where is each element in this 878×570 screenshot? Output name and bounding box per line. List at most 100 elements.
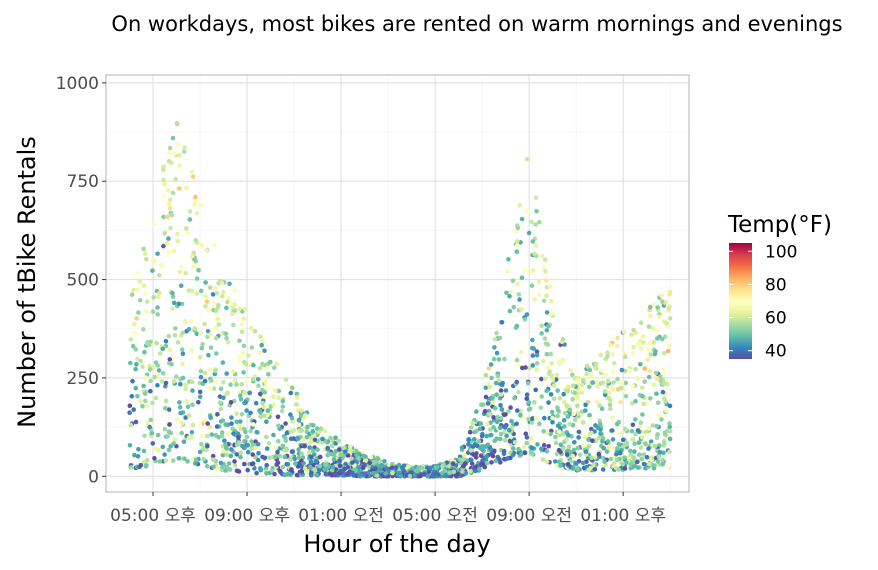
data-point — [593, 438, 598, 444]
data-point — [515, 225, 521, 231]
data-point — [210, 457, 216, 463]
data-point — [147, 363, 152, 369]
data-point — [629, 428, 635, 434]
data-point — [550, 419, 555, 425]
data-point — [561, 418, 567, 423]
data-point — [389, 465, 395, 471]
data-point — [610, 369, 616, 375]
data-point — [189, 169, 195, 175]
data-point — [631, 327, 636, 333]
data-point — [527, 365, 532, 371]
data-point — [225, 431, 231, 437]
data-point — [636, 440, 642, 446]
data-point — [659, 417, 664, 422]
data-point — [143, 463, 149, 468]
data-point — [363, 458, 369, 464]
data-point — [514, 249, 520, 254]
data-point — [213, 335, 219, 341]
data-point — [574, 461, 579, 466]
data-point — [543, 278, 549, 283]
data-point — [206, 352, 211, 358]
data-point — [213, 308, 219, 314]
data-point — [630, 383, 636, 389]
legend-colorbar — [729, 243, 752, 359]
data-point — [166, 429, 172, 435]
data-point — [220, 464, 225, 470]
data-point — [183, 415, 188, 420]
data-point — [323, 462, 329, 467]
data-point — [167, 347, 173, 353]
data-point — [308, 435, 313, 441]
data-point — [582, 434, 587, 440]
data-point — [484, 421, 490, 427]
data-point — [511, 305, 517, 310]
legend-label: 60 — [765, 309, 787, 329]
data-point — [532, 297, 537, 302]
data-point — [581, 420, 586, 425]
data-point — [279, 408, 285, 414]
data-point — [492, 336, 498, 342]
data-point — [261, 404, 267, 410]
data-point — [249, 446, 254, 452]
data-point — [546, 400, 551, 405]
data-point — [290, 385, 295, 391]
data-point — [592, 467, 598, 472]
data-point — [167, 249, 172, 255]
data-point — [216, 322, 222, 327]
data-point — [433, 465, 439, 471]
data-point — [510, 446, 516, 451]
data-point — [182, 145, 187, 151]
data-point — [523, 431, 529, 437]
data-point — [614, 343, 620, 349]
data-point — [148, 388, 153, 394]
data-point — [488, 432, 494, 438]
data-point — [514, 357, 520, 363]
data-point — [459, 445, 465, 451]
data-point — [142, 291, 148, 297]
data-point — [138, 399, 143, 404]
data-point — [183, 386, 188, 392]
data-point — [156, 368, 162, 373]
data-point — [186, 288, 192, 293]
data-point — [330, 464, 336, 470]
data-point — [230, 311, 235, 317]
data-point — [244, 408, 249, 413]
data-point — [546, 323, 551, 329]
data-point — [176, 456, 182, 461]
data-point — [657, 450, 663, 455]
data-point — [162, 231, 167, 236]
data-point — [163, 380, 169, 386]
data-point — [219, 281, 225, 286]
data-point — [157, 273, 162, 278]
data-point — [655, 336, 660, 341]
data-point — [638, 420, 644, 426]
data-point — [353, 467, 358, 473]
data-point — [182, 456, 187, 462]
data-point — [477, 426, 483, 432]
data-point — [171, 354, 176, 360]
data-point — [558, 463, 563, 468]
data-point — [534, 367, 539, 373]
data-point — [234, 411, 239, 417]
data-point — [261, 394, 267, 399]
data-point — [157, 290, 162, 296]
data-point — [486, 366, 492, 371]
data-point — [333, 435, 338, 441]
data-point — [249, 461, 255, 467]
plot-panel-border — [105, 74, 690, 493]
data-point — [534, 361, 540, 366]
data-point — [208, 345, 214, 351]
data-point — [236, 469, 242, 474]
data-point — [591, 462, 596, 468]
data-point — [276, 395, 282, 401]
data-point — [178, 381, 183, 387]
data-point — [615, 376, 620, 382]
data-point — [598, 427, 603, 433]
data-point — [178, 283, 184, 289]
data-point — [570, 372, 575, 378]
data-point — [228, 400, 234, 405]
data-point — [661, 450, 666, 456]
data-point — [422, 471, 427, 477]
data-point — [375, 456, 381, 461]
data-point — [150, 268, 155, 274]
